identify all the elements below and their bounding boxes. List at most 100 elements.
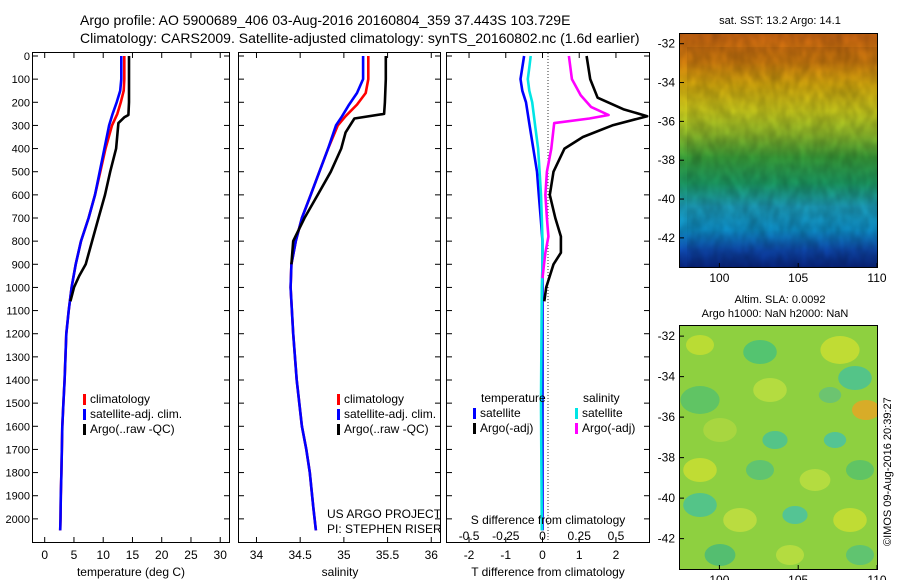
y-tick-label: 1700 <box>6 444 30 456</box>
map-y-tick-label: -42 <box>658 231 676 245</box>
x-tick-label: 1 <box>576 548 583 562</box>
map-x-tick-label: 100 <box>709 573 729 580</box>
legend-label: satellite <box>480 406 521 420</box>
sst-map-title: sat. SST: 13.2 Argo: 14.1 <box>719 15 841 27</box>
legend-swatch <box>337 394 340 405</box>
legend-swatch <box>337 424 340 435</box>
y-tick-label: 700 <box>12 213 30 225</box>
legend-label: Argo(-adj) <box>582 421 635 435</box>
legend-header-temperature: temperature <box>481 391 546 405</box>
page-title-line-1: Argo profile: AO 5900689_406 03-Aug-2016… <box>80 12 571 28</box>
legend-swatch <box>473 408 476 419</box>
temperature-panel: 0100200300400500600700800900100011001200… <box>6 51 230 579</box>
series-line-salinity-argo-adj- <box>541 55 610 279</box>
sla-feature <box>686 335 714 355</box>
legend-swatch <box>83 424 86 435</box>
sla-heatmap <box>680 326 877 569</box>
y-tick-label: 1900 <box>6 491 30 503</box>
sla-feature <box>782 506 808 524</box>
x-tick-label: 34 <box>250 548 264 562</box>
x-tick-label: 36 <box>425 548 439 562</box>
x-tick-label: 10 <box>97 548 111 562</box>
x-tick-label: -1 <box>500 548 511 562</box>
legend-label: Argo(..raw -QC) <box>344 422 429 436</box>
x-tick-label: 25 <box>184 548 198 562</box>
x-tick-label: 34.5 <box>288 548 312 562</box>
y-tick-label: 1200 <box>6 329 30 341</box>
sla-feature <box>753 378 787 402</box>
sst-heatmap <box>680 34 877 267</box>
x-tick-label: 2 <box>613 548 620 562</box>
y-tick-label: 100 <box>12 74 30 86</box>
sla-feature <box>746 460 774 480</box>
legend-swatch <box>575 408 578 419</box>
y-tick-label: 1000 <box>6 282 30 294</box>
x2-tick-label: 0.5 <box>608 529 625 543</box>
legend-label: satellite-adj. clim. <box>344 407 436 421</box>
temperature-axes-frame <box>32 52 230 543</box>
salinity-panel: 34 34.5 35 35.5 36 salinity climatologysatel… <box>238 52 442 579</box>
x-tick-label: 35 <box>337 548 351 562</box>
pi-annotation: PI: STEPHEN RISER <box>327 522 442 536</box>
map-y-tick-label: -34 <box>658 76 676 90</box>
sla-feature <box>723 508 757 532</box>
sla-map-frame <box>679 325 878 570</box>
sla-feature <box>820 336 860 364</box>
series-line-argo-raw-qc- <box>290 56 388 265</box>
y-tick-label: 1500 <box>6 398 30 410</box>
y-tick-label: 1600 <box>6 421 30 433</box>
y-tick-label: 300 <box>12 120 30 132</box>
series-line-salinity-satellite <box>526 55 544 531</box>
imos-timestamp: ©IMOS 09-Aug-2016 20:39:27 <box>882 397 894 546</box>
map-y-tick-label: -32 <box>658 37 676 51</box>
y-tick-label: 1300 <box>6 352 30 364</box>
y-tick-label: 0 <box>24 51 30 63</box>
sla-map-subtitle: Argo h1000: NaN h2000: NaN <box>702 308 849 320</box>
map-x-tick-label: 110 <box>867 573 886 580</box>
x-tick-label: 0 <box>41 548 48 562</box>
x2-tick-label: 0 <box>539 529 546 543</box>
map-x-tick-label: 105 <box>788 271 808 285</box>
sla-feature <box>823 432 847 448</box>
sla-feature <box>838 366 872 390</box>
y-tick-label: 600 <box>12 190 30 202</box>
map-y-tick-label: -34 <box>658 370 676 384</box>
s-difference-label: S difference from climatology <box>471 513 626 527</box>
y-tick-label: 2000 <box>6 514 30 526</box>
sst-map-panel: sat. SST: 13.2 Argo: 14.1 -32 -34 -36 -38 -4… <box>658 15 887 285</box>
x2-tick-label: -0.5 <box>459 529 480 543</box>
sla-feature <box>833 508 867 532</box>
x-tick-label: 20 <box>155 548 169 562</box>
map-y-tick-label: -32 <box>658 329 676 343</box>
legend-swatch <box>337 409 340 420</box>
legend-swatch <box>83 409 86 420</box>
legend-header-salinity: salinity <box>583 391 620 405</box>
sla-feature <box>743 340 777 364</box>
y-tick-label: 500 <box>12 167 30 179</box>
map-x-tick-label: 105 <box>788 573 808 580</box>
map-y-tick-label: -42 <box>658 532 676 546</box>
sla-map-title: Altim. SLA: 0.0092 <box>734 294 825 306</box>
legend-swatch <box>575 423 578 434</box>
sla-feature <box>704 544 736 566</box>
legend-label: climatology <box>90 392 150 406</box>
sla-feature <box>852 400 877 420</box>
sla-feature <box>799 469 831 491</box>
y-tick-label: 1800 <box>6 468 30 480</box>
x-tick-label: -2 <box>464 548 475 562</box>
sla-feature <box>680 386 720 414</box>
salinity-axes-frame <box>238 52 441 543</box>
difference-axes-frame <box>446 52 650 543</box>
map-y-tick-label: -38 <box>658 451 676 465</box>
sst-map-frame <box>679 33 878 268</box>
y-tick-label: 400 <box>12 144 30 156</box>
legend-label: satellite <box>582 406 623 420</box>
sla-feature <box>683 493 717 517</box>
x-tick-label: 0 <box>539 548 546 562</box>
y-tick-label: 900 <box>12 259 30 271</box>
legend-label: Argo(..raw -QC) <box>90 422 175 436</box>
page-title-line-2: Climatology: CARS2009. Satellite-adjuste… <box>80 30 640 46</box>
x-tick-label: 15 <box>126 548 140 562</box>
legend-label: climatology <box>344 392 404 406</box>
series-line-climatology <box>289 56 370 531</box>
